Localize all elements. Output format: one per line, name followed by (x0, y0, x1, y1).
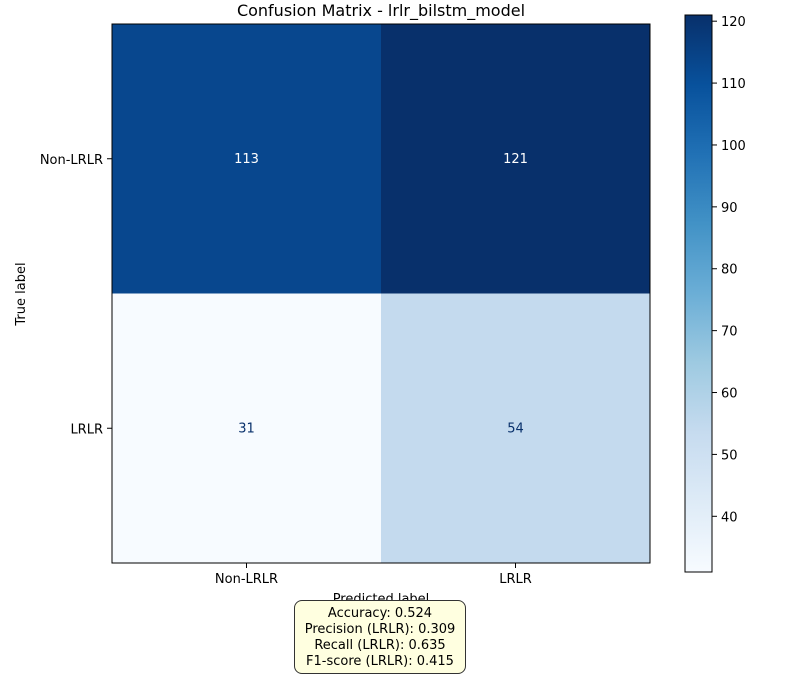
cell-value-label: 113 (234, 152, 259, 167)
colorbar-tick-label: 120 (721, 15, 746, 30)
chart-title: Confusion Matrix - lrlr_bilstm_model (237, 1, 525, 21)
recall-text: Recall (LRLR): 0.635 (314, 638, 446, 653)
plot-frame (111, 23, 651, 564)
matrix-cell (381, 24, 650, 294)
matrix-cells: 113 121 31 54 (112, 24, 650, 563)
cell-value-label: 121 (503, 152, 528, 167)
colorbar-tick-label: 80 (721, 263, 738, 278)
cell-value-label: 54 (507, 421, 524, 436)
y-axis-ticks: Non-LRLR LRLR (40, 153, 112, 437)
accuracy-text: Accuracy: 0.524 (327, 606, 433, 621)
x-axis-ticks: Non-LRLR LRLR (215, 563, 532, 587)
y-tick-label: LRLR (70, 422, 103, 437)
metrics-box: Accuracy: 0.524 Precision (LRLR): 0.309 … (294, 600, 466, 674)
colorbar-tick-label: 90 (721, 201, 738, 216)
colorbar-tick-label: 100 (721, 139, 746, 154)
colorbar-tick-label: 50 (721, 448, 738, 463)
precision-text: Precision (LRLR): 0.309 (304, 622, 456, 637)
matrix-cell (112, 24, 381, 294)
colorbar-ticks: 40 50 60 70 80 90 100 110 120 (712, 15, 746, 525)
y-tick-label: Non-LRLR (40, 153, 103, 168)
x-tick-label: LRLR (499, 572, 532, 587)
y-axis-label: True label (14, 262, 29, 326)
colorbar-tick-label: 110 (721, 77, 746, 92)
f1-text: F1-score (LRLR): 0.415 (306, 654, 454, 669)
cell-value-label: 31 (238, 421, 255, 436)
matrix-cell (381, 293, 650, 563)
x-tick-label: Non-LRLR (215, 572, 278, 587)
colorbar (684, 14, 713, 573)
matrix-cell (112, 293, 381, 563)
colorbar-tick-label: 40 (721, 510, 738, 525)
colorbar-tick-label: 60 (721, 387, 738, 402)
colorbar-tick-label: 70 (721, 325, 738, 340)
